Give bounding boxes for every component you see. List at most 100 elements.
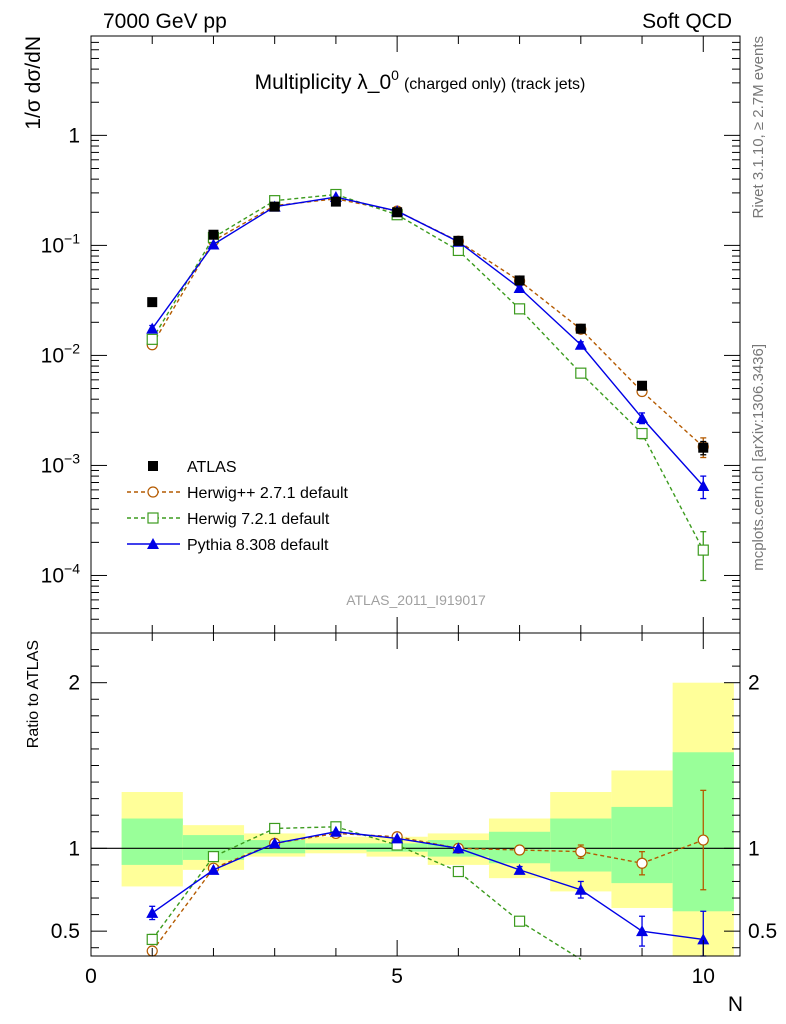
data-point	[574, 338, 587, 350]
main-y-tick-label: 1	[68, 124, 80, 147]
series-pythia-8-308-default	[146, 191, 710, 500]
main-title: Multiplicity λ_00 (charged only) (track j…	[255, 67, 586, 94]
data-point	[452, 865, 464, 878]
main-y-axis-label: 1/σ dσ/dN	[22, 36, 45, 130]
data-point	[513, 915, 526, 927]
data-point	[147, 297, 158, 308]
data-point	[452, 244, 464, 257]
data-point	[574, 883, 587, 895]
main-title-superscript: 0	[391, 67, 399, 83]
x-tick-label: 5	[391, 965, 403, 988]
data-point	[207, 863, 220, 875]
main-title-text: Multiplicity λ_0	[255, 71, 392, 94]
data-point	[513, 281, 526, 293]
main-title-subtext: (charged only) (track jets)	[404, 76, 585, 93]
series-line	[151, 832, 704, 952]
data-point	[207, 851, 220, 863]
data-point	[575, 323, 586, 334]
legend-marker	[147, 512, 159, 524]
legend-marker	[148, 461, 158, 471]
ratio-y-tick-label-right: 1	[748, 837, 760, 860]
data-point	[268, 837, 281, 849]
data-point	[636, 857, 648, 869]
legend-marker	[147, 486, 159, 498]
data-point	[146, 333, 158, 345]
legend: ATLAS Herwig++ 2.7.1 default Herwig 7.2.1 …	[127, 459, 349, 554]
data-point	[391, 832, 404, 844]
data-point	[513, 863, 526, 875]
ratio-series-group	[146, 789, 710, 960]
main-plot-panel: 1 10−1 10−2 10−3 10−4 Multiplicity λ_00 (char…	[22, 35, 741, 634]
main-series-group	[146, 188, 710, 582]
data-point	[513, 844, 526, 856]
data-point	[146, 906, 159, 918]
main-y-tick-label: 10−2	[41, 340, 81, 367]
data-point	[637, 380, 648, 391]
legend-label: ATLAS	[187, 459, 237, 476]
data-point	[697, 544, 709, 556]
ratio-band-green	[121, 818, 183, 865]
ratio-y-axis-label: Ratio to ATLAS	[25, 640, 42, 748]
x-tick-label: 0	[85, 965, 97, 988]
data-point	[392, 207, 403, 218]
data-point	[269, 201, 280, 212]
data-point	[636, 925, 649, 937]
data-point	[329, 825, 342, 837]
legend-marker	[147, 538, 159, 549]
data-point	[514, 275, 525, 286]
data-point	[146, 322, 159, 334]
data-point	[636, 427, 648, 440]
ratio-y-tick-label: 2	[68, 672, 80, 695]
mcplots-source-label: mcplots.cern.ch [arXiv:1306.3436]	[750, 344, 767, 571]
ratio-y-tick-label: 1	[68, 837, 80, 860]
main-y-tick-label: 10−4	[41, 560, 81, 587]
series-line	[151, 198, 704, 448]
data-point	[698, 442, 709, 453]
ratio-y-tick-label-right: 2	[748, 672, 760, 695]
series-line	[151, 196, 704, 487]
data-point	[575, 846, 587, 858]
legend-item-herwig-7-2-1-default: Herwig 7.2.1 default	[127, 511, 330, 528]
rivet-version-label: Rivet 3.1.10, ≥ 2.7M events	[750, 36, 767, 219]
ratio-plot-panel: 0.5 0.5 1 1 2 2 0 5 10 Ratio to ATLAS N	[25, 632, 777, 1016]
data-point	[697, 834, 709, 846]
legend-label: Herwig 7.2.1 default	[187, 511, 330, 528]
data-point	[452, 842, 465, 854]
data-point	[636, 411, 649, 423]
ratio-y-tick-label: 0.5	[51, 920, 80, 943]
x-tick-label: 10	[692, 965, 715, 988]
analysis-watermark: ATLAS_2011_I919017	[346, 592, 486, 608]
data-point	[453, 235, 464, 246]
data-point	[207, 238, 220, 250]
legend-item-atlas: ATLAS	[148, 459, 237, 476]
data-point	[208, 229, 219, 240]
data-point	[513, 303, 526, 315]
main-y-tick-label: 10−1	[41, 230, 81, 257]
data-point	[146, 933, 158, 946]
legend-item-pythia-8-308-default: Pythia 8.308 default	[127, 537, 329, 554]
data-point	[330, 196, 341, 207]
ratio-uncertainty-bands	[121, 682, 734, 956]
data-point	[269, 822, 281, 835]
data-point	[575, 367, 587, 379]
main-y-tick-label: 10−3	[41, 450, 81, 477]
data-point	[697, 480, 710, 492]
legend-label: Herwig++ 2.7.1 default	[187, 485, 349, 502]
header-left-label: 7000 GeV pp	[103, 10, 227, 33]
series-line	[151, 193, 704, 551]
ratio-axis-ticks: 0.5 0.5 1 1 2 2 0 5 10	[51, 633, 777, 988]
data-point	[697, 933, 710, 945]
legend-label: Pythia 8.308 default	[187, 537, 329, 554]
series-line	[151, 826, 582, 960]
header-right-label: Soft QCD	[642, 10, 732, 33]
x-axis-label: N	[728, 993, 743, 1016]
ratio-y-tick-label-right: 0.5	[748, 920, 777, 943]
ratio-band-green	[305, 843, 367, 850]
legend-item-herwig-2-7-1-default: Herwig++ 2.7.1 default	[127, 485, 349, 502]
main-axis-ticks: 1 10−1 10−2 10−3 10−4	[41, 35, 740, 634]
series-atlas	[147, 196, 709, 456]
ratio-plot-frame	[90, 632, 741, 957]
series-line	[151, 831, 704, 941]
series-pythia-8-308-default	[146, 825, 710, 957]
